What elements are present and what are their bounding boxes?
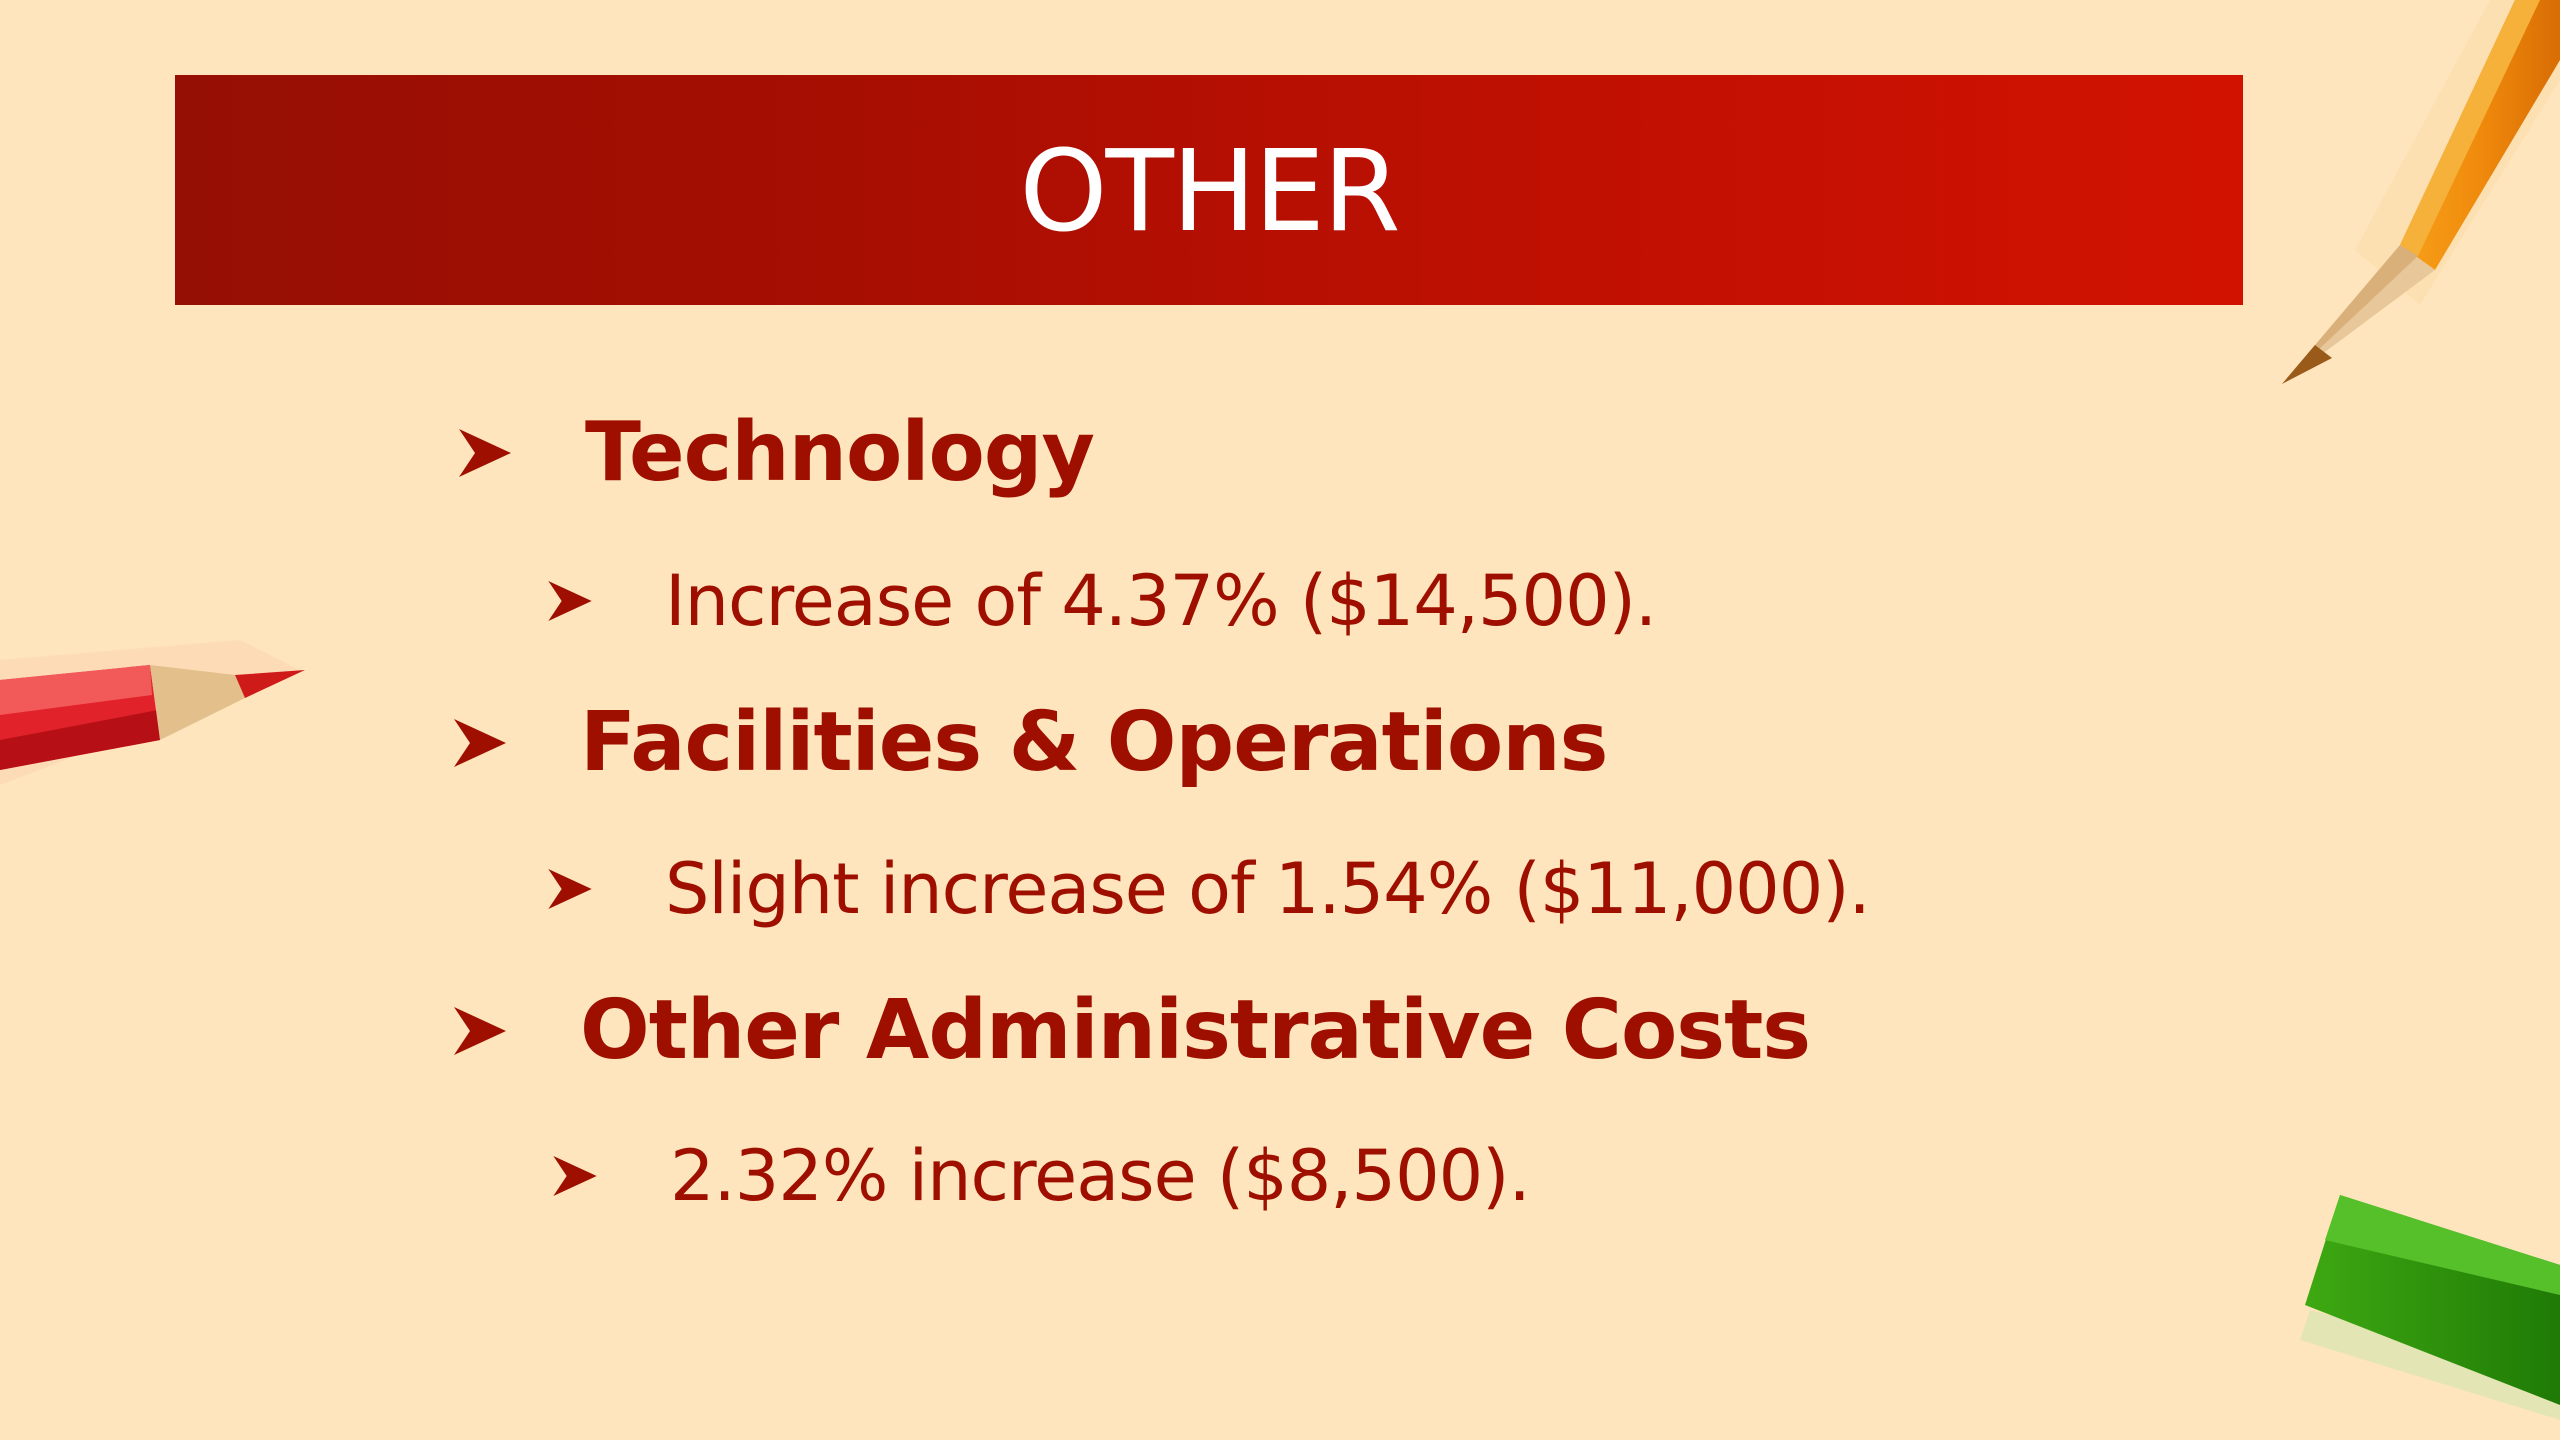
section-detail: Increase of 4.37% ($14,500).	[665, 560, 1657, 642]
section-detail-row: Increase of 4.37% ($14,500).	[545, 560, 1657, 642]
arrow-bullet-icon	[545, 576, 595, 626]
red-pencil-icon	[0, 640, 305, 785]
arrow-bullet-icon	[455, 423, 515, 483]
arrow-bullet-icon	[450, 713, 510, 773]
slide-title: OTHER	[1019, 127, 1400, 257]
green-pencil-icon	[2300, 1195, 2560, 1420]
section-detail-row: Slight increase of 1.54% ($11,000).	[545, 848, 1871, 930]
section-detail: Slight increase of 1.54% ($11,000).	[665, 848, 1871, 930]
section-heading: Technology	[585, 405, 1095, 500]
section-heading-row: Other Administrative Costs	[450, 983, 1811, 1078]
orange-pencil-icon	[2282, 0, 2560, 384]
arrow-bullet-icon	[545, 864, 595, 914]
section-heading-row: Facilities & Operations	[450, 695, 1608, 790]
arrow-bullet-icon	[450, 1001, 510, 1061]
section-heading-row: Technology	[455, 405, 1095, 500]
title-banner: OTHER	[175, 75, 2243, 305]
section-detail-row: 2.32% increase ($8,500).	[550, 1135, 1531, 1217]
arrow-bullet-icon	[550, 1151, 600, 1201]
section-detail: 2.32% increase ($8,500).	[670, 1135, 1531, 1217]
section-heading: Facilities & Operations	[580, 695, 1608, 790]
section-heading: Other Administrative Costs	[580, 983, 1811, 1078]
